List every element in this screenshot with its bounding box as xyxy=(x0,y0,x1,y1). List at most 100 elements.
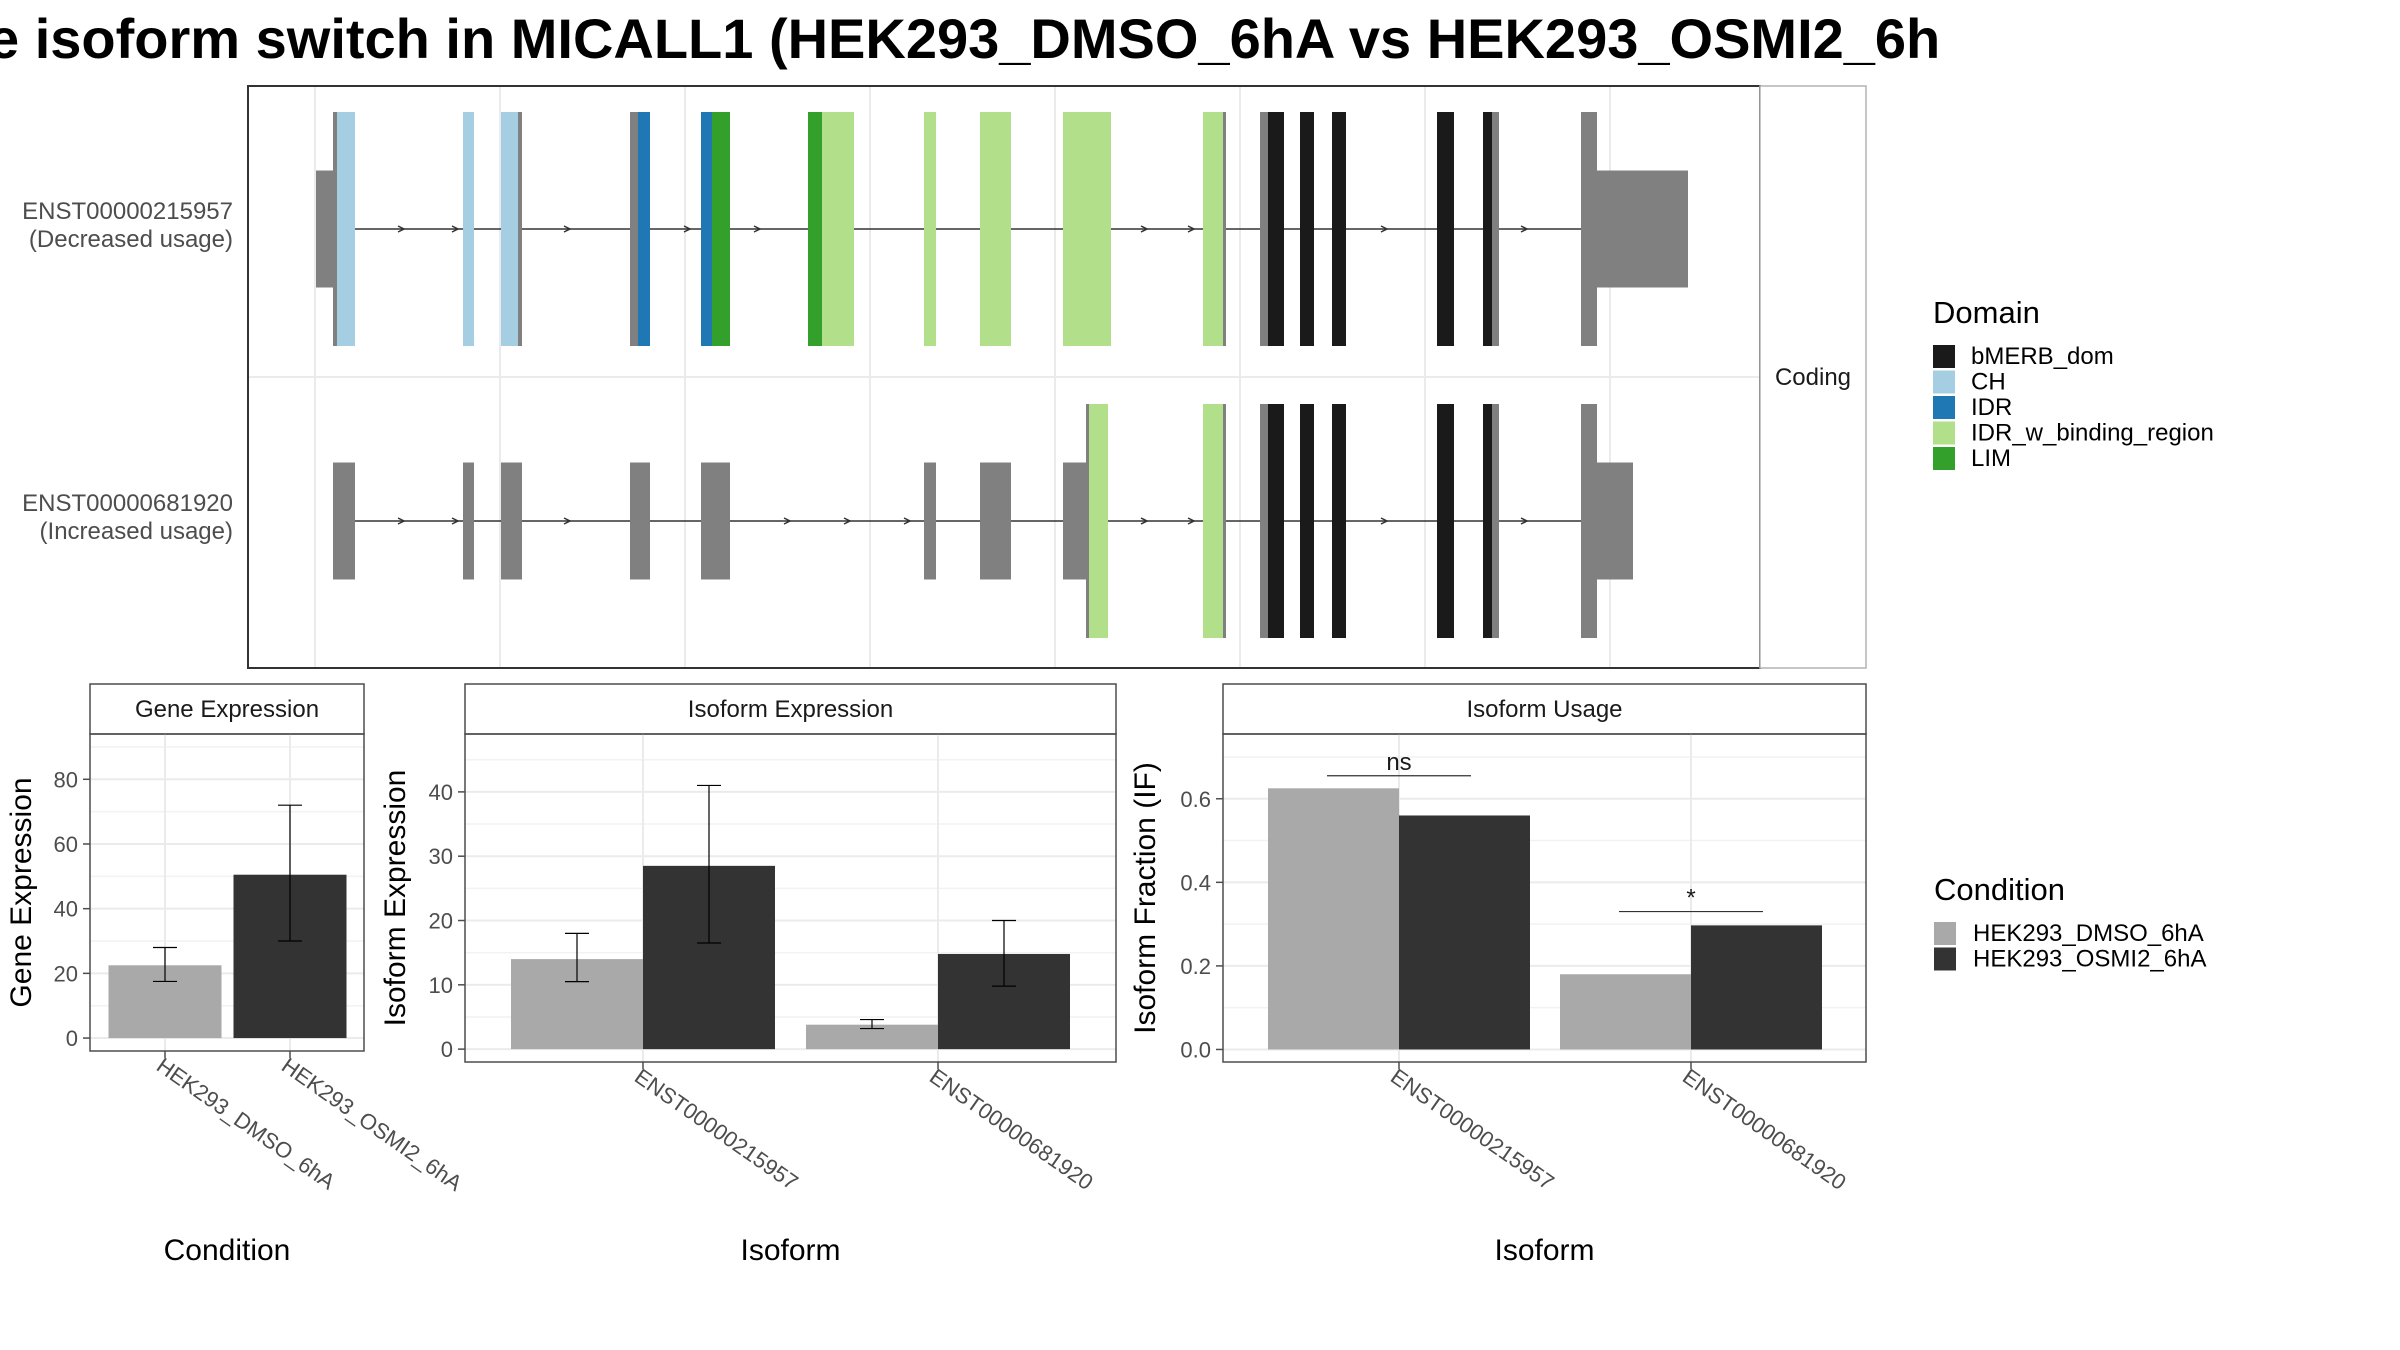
domain-exon-bmerb_dom xyxy=(1300,112,1314,346)
figure-title: e isoform switch in MICALL1 (HEK293_DMSO… xyxy=(0,7,1940,70)
domain-legend-key xyxy=(1933,396,1955,419)
noncoding-exon xyxy=(1063,462,1086,580)
facet-strip-label: Gene Expression xyxy=(135,696,319,723)
noncoding-exon xyxy=(1260,112,1268,346)
intron-direction-arrow xyxy=(451,517,460,525)
domain-exon-idr_w_binding_region xyxy=(980,112,1011,346)
y-tick-label: 10 xyxy=(429,973,453,998)
intron-direction-arrow xyxy=(1380,517,1389,525)
x-axis-title: Isoform xyxy=(740,1234,840,1267)
y-tick-label: 20 xyxy=(429,909,453,934)
domain-exon-ch xyxy=(337,112,355,346)
intron-direction-arrow xyxy=(1380,225,1389,233)
domain-exon-idr xyxy=(701,112,712,346)
significance-label: * xyxy=(1686,885,1695,912)
domain-legend-title: Domain xyxy=(1933,295,2040,330)
noncoding-exon xyxy=(924,462,936,580)
noncoding-exon xyxy=(463,462,474,580)
domain-exon-bmerb_dom xyxy=(1268,404,1284,638)
y-tick-label: 60 xyxy=(54,832,78,857)
panel-border xyxy=(1222,733,1867,1063)
noncoding-exon xyxy=(1492,112,1499,346)
noncoding-exon xyxy=(1260,404,1268,638)
noncoding-exon xyxy=(701,462,730,580)
y-tick-label: 0 xyxy=(441,1037,453,1062)
x-tick-label: ENST00000681920 xyxy=(925,1064,1098,1195)
domain-exon-idr_w_binding_region xyxy=(822,112,854,346)
domain-exon-idr_w_binding_region xyxy=(1203,404,1223,638)
condition-legend-title: Condition xyxy=(1934,872,2065,907)
domain-exon-bmerb_dom xyxy=(1332,404,1346,638)
y-axis-title: Gene Expression xyxy=(5,777,38,1007)
bar-panel-isoform-expression: Isoform Expression 0 10 20 30 40 ENST000002159… xyxy=(379,683,1117,1267)
domain-exon-idr_w_binding_region xyxy=(1203,112,1223,346)
transcript-label: ENST00000215957 xyxy=(22,198,233,225)
bar-panel-isoform-usage: Isoform Usage ns * 0.0 0.2 0.4 0.6 ENST00000215… xyxy=(1129,683,1867,1267)
noncoding-exon xyxy=(1581,404,1597,638)
domain-legend-key xyxy=(1933,370,1955,394)
domain-legend-label: IDR xyxy=(1971,394,2012,421)
noncoding-exon xyxy=(1597,462,1633,580)
intron-direction-arrow xyxy=(1520,225,1529,233)
domain-exon-lim xyxy=(712,112,730,346)
transcript-label: ENST00000681920 xyxy=(22,490,233,517)
intron-direction-arrow xyxy=(783,517,792,525)
noncoding-exon xyxy=(1597,170,1688,288)
domain-legend-label: CH xyxy=(1971,369,2006,396)
domain-exon-lim xyxy=(808,112,822,346)
x-axis-title: Condition xyxy=(164,1234,291,1267)
intron-direction-arrow xyxy=(843,517,852,525)
noncoding-exon xyxy=(501,462,522,580)
y-axis-title: Isoform Fraction (IF) xyxy=(1129,762,1162,1034)
significance-label: ns xyxy=(1386,749,1411,776)
transcript-usage-label: (Increased usage) xyxy=(40,518,233,545)
bar xyxy=(1268,788,1399,1050)
intron-direction-arrow xyxy=(451,225,460,233)
noncoding-exon xyxy=(518,112,522,346)
intron-direction-arrow xyxy=(753,225,762,233)
y-tick-label: 20 xyxy=(54,961,78,986)
noncoding-exon xyxy=(980,462,1011,580)
bar xyxy=(1560,974,1691,1050)
domain-exon-ch xyxy=(501,112,518,346)
noncoding-exon xyxy=(630,112,638,346)
domain-legend-key xyxy=(1933,447,1955,470)
domain-exon-idr_w_binding_region xyxy=(1063,112,1111,346)
noncoding-exon xyxy=(316,170,334,288)
bar xyxy=(1399,815,1530,1050)
domain-exon-idr xyxy=(638,112,650,346)
domain-exon-bmerb_dom xyxy=(1483,404,1492,638)
condition-legend-label: HEK293_DMSO_6hA xyxy=(1973,920,2204,947)
x-tick-label: ENST00000681920 xyxy=(1678,1064,1851,1195)
y-tick-label: 30 xyxy=(429,844,453,869)
domain-exon-bmerb_dom xyxy=(1300,404,1314,638)
domain-exon-bmerb_dom xyxy=(1437,112,1454,346)
transcript-usage-label: (Decreased usage) xyxy=(29,226,233,253)
intron-direction-arrow xyxy=(1187,517,1196,525)
facet-strip xyxy=(464,683,1117,735)
y-tick-label: 0 xyxy=(66,1026,78,1051)
y-tick-label: 40 xyxy=(54,897,78,922)
facet-strip-label: Isoform Usage xyxy=(1466,696,1622,723)
intron-direction-arrow xyxy=(1140,225,1149,233)
domain-exon-bmerb_dom xyxy=(1332,112,1346,346)
intron-direction-arrow xyxy=(1187,225,1196,233)
x-tick-label: ENST00000215957 xyxy=(1386,1064,1559,1195)
y-tick-label: 40 xyxy=(429,780,453,805)
noncoding-exon xyxy=(1086,404,1089,638)
x-tick-label: ENST00000215957 xyxy=(630,1064,803,1195)
noncoding-exon xyxy=(1223,112,1226,346)
domain-exon-bmerb_dom xyxy=(1268,112,1284,346)
intron-direction-arrow xyxy=(1140,517,1149,525)
panel-border xyxy=(464,733,1117,1063)
noncoding-exon xyxy=(1223,404,1226,638)
domain-legend-key xyxy=(1933,345,1955,368)
facet-strip xyxy=(1222,683,1867,735)
intron-direction-arrow xyxy=(903,517,912,525)
condition-legend-label: HEK293_OSMI2_6hA xyxy=(1973,946,2206,973)
noncoding-exon xyxy=(1492,404,1499,638)
coding-strip-label: Coding xyxy=(1775,364,1851,391)
facet-strip-label: Isoform Expression xyxy=(688,696,893,723)
condition-legend-key xyxy=(1934,947,1956,971)
